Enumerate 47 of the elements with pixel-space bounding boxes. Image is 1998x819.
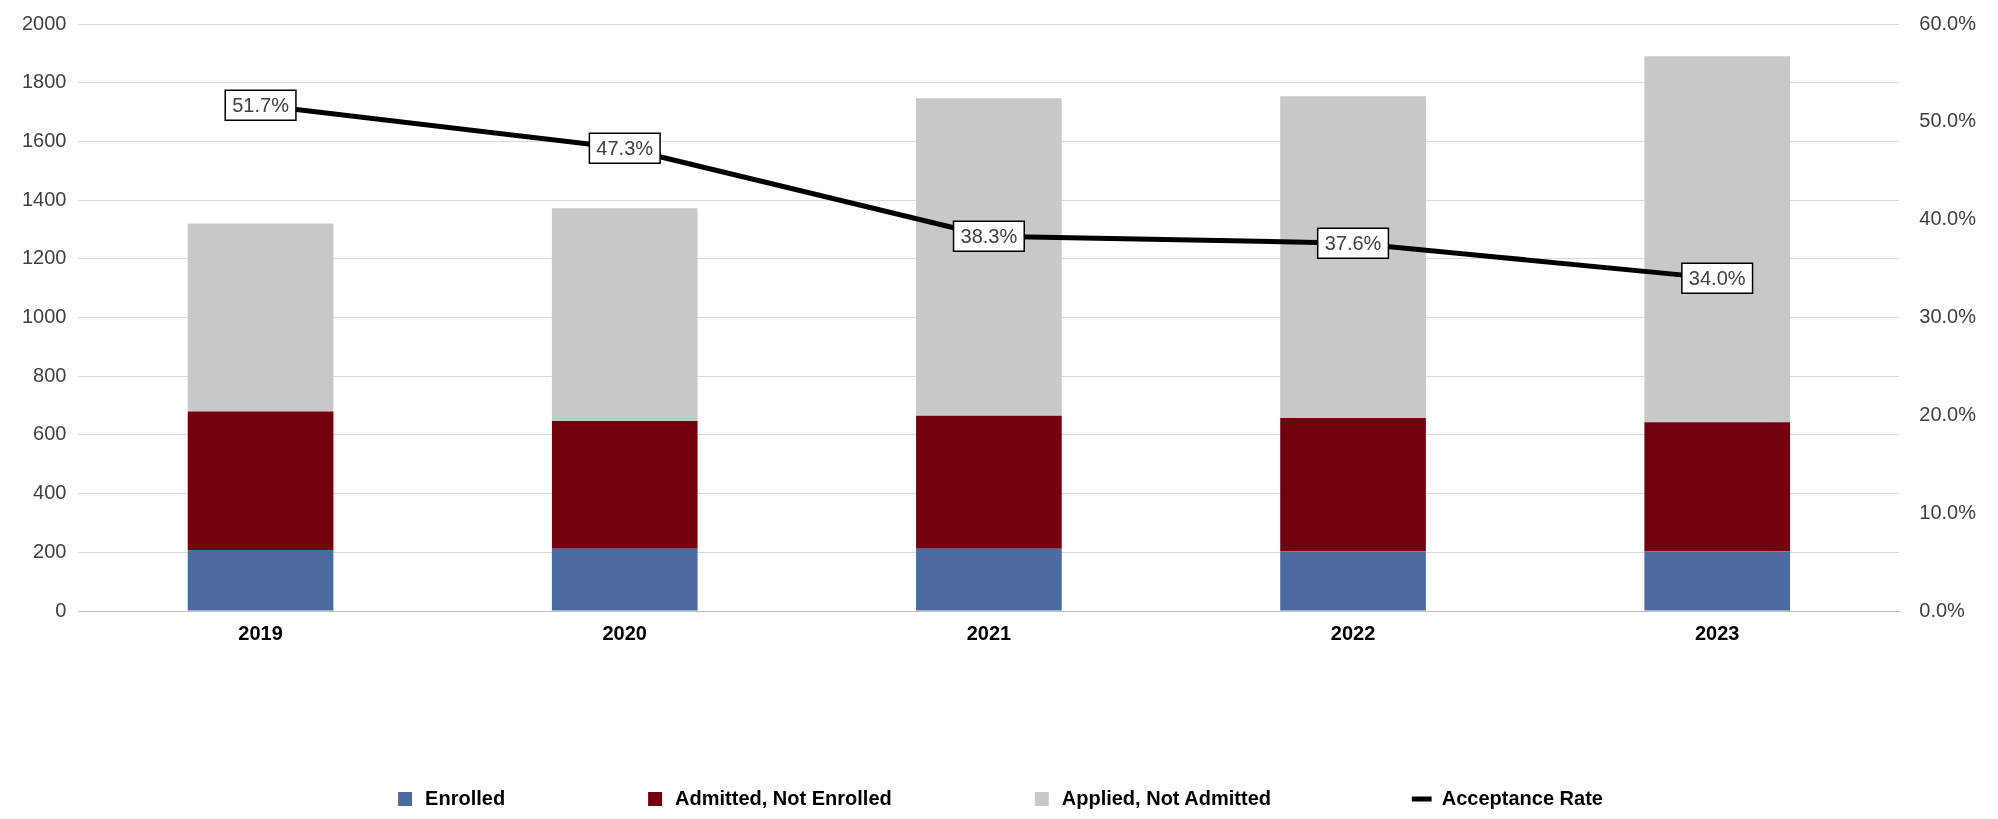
bar: [551, 548, 698, 611]
bar: [1280, 96, 1426, 418]
bar: [1644, 551, 1791, 611]
y-tick-label: 1000: [21, 305, 67, 328]
data-label: 38.3%: [960, 224, 1018, 247]
bar: [187, 223, 334, 412]
data-label: 34.0%: [1688, 266, 1746, 289]
x-tick-label: 2023: [1694, 621, 1740, 644]
y2-tick-label: 40.0%: [1919, 207, 1977, 230]
y-tick-label: 1600: [21, 128, 67, 151]
bar: [551, 208, 698, 422]
y2-tick-label: 0.0%: [1919, 598, 1966, 621]
y-tick-label: 800: [33, 363, 67, 386]
bar: [916, 98, 1062, 416]
y-tick-label: 0: [55, 598, 67, 621]
bar: [1280, 417, 1426, 552]
bar: [916, 548, 1062, 611]
bar: [916, 415, 1062, 549]
y-tick-label: 1200: [21, 246, 67, 269]
bar: [1280, 551, 1426, 611]
legend-label: Applied, Not Admitted: [1061, 786, 1271, 809]
legend-label: Acceptance Rate: [1441, 786, 1603, 809]
bar: [551, 421, 698, 549]
y-tick-label: 600: [33, 422, 67, 445]
y2-tick-label: 60.0%: [1919, 11, 1977, 34]
y2-tick-label: 20.0%: [1919, 402, 1977, 425]
x-tick-label: 2022: [1330, 621, 1376, 644]
y-tick-label: 2000: [21, 11, 67, 34]
y-tick-label: 1800: [21, 70, 67, 93]
y2-tick-label: 10.0%: [1919, 500, 1977, 523]
data-label: 47.3%: [596, 136, 654, 159]
bar: [187, 411, 334, 550]
x-tick-label: 2019: [238, 621, 283, 644]
legend-label: Enrolled: [425, 786, 506, 809]
bar: [1644, 56, 1791, 423]
y2-tick-label: 30.0%: [1919, 305, 1977, 328]
x-tick-label: 2021: [966, 621, 1012, 644]
bar: [1644, 422, 1791, 552]
y-tick-label: 400: [33, 481, 67, 504]
legend-label: Admitted, Not Enrolled: [675, 786, 892, 809]
data-label: 51.7%: [232, 93, 290, 116]
y2-tick-label: 50.0%: [1919, 109, 1977, 132]
y-tick-label: 1400: [21, 187, 67, 210]
x-tick-label: 2020: [602, 621, 647, 644]
data-label: 37.6%: [1324, 231, 1382, 254]
y-tick-label: 200: [33, 539, 67, 562]
bar: [187, 549, 334, 611]
